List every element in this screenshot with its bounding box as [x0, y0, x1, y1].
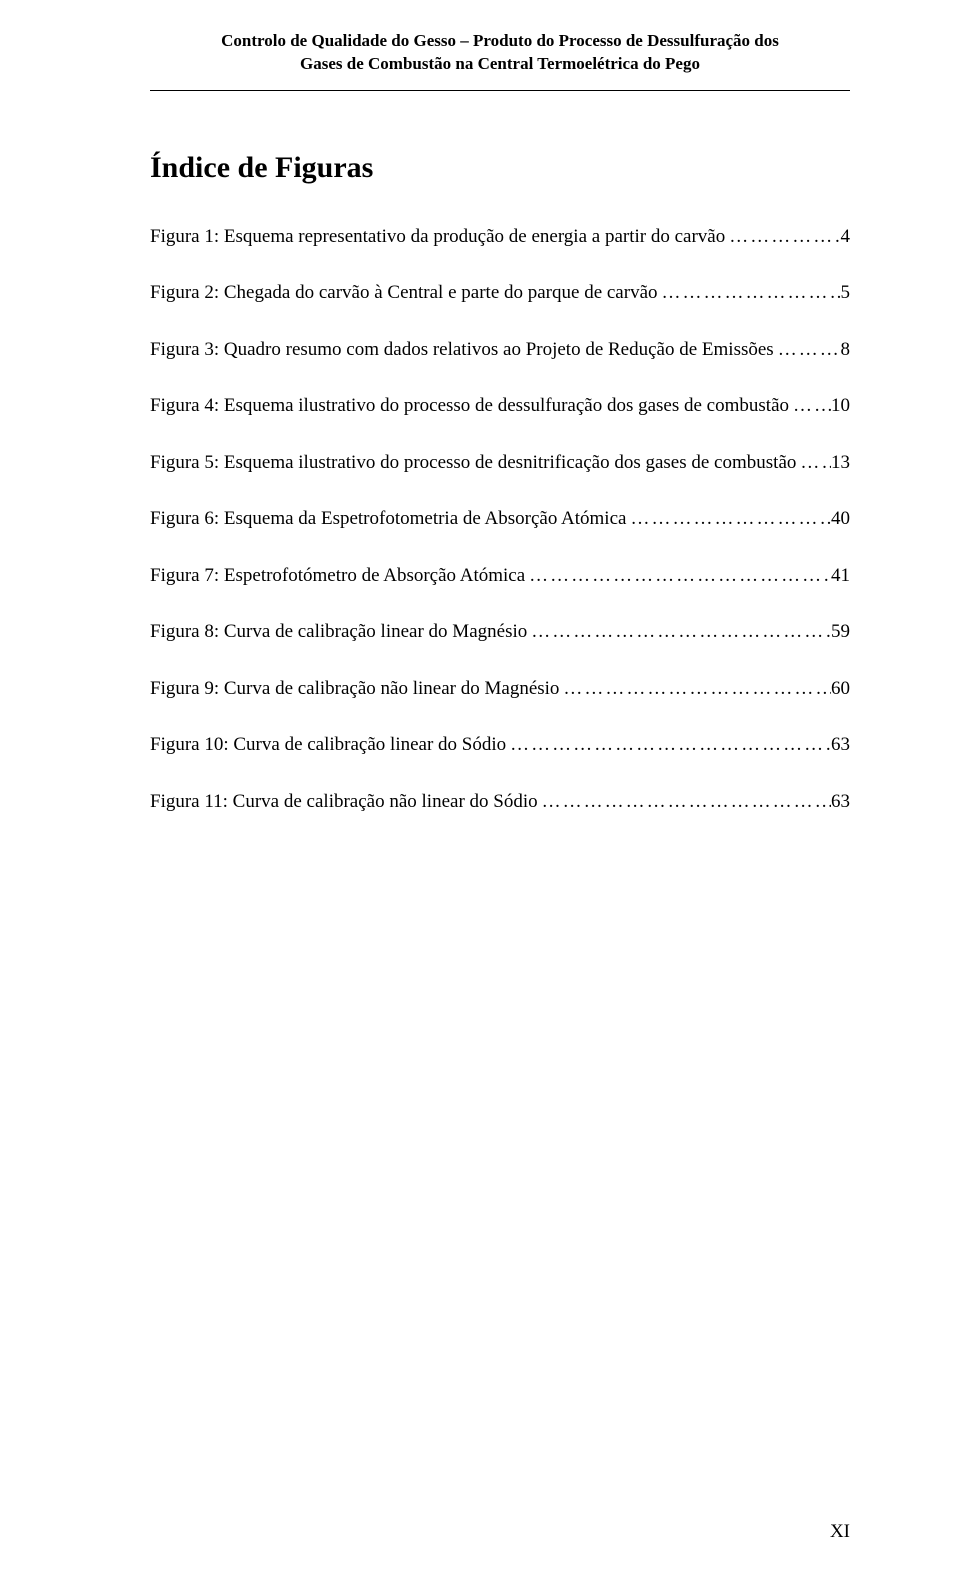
- figure-entry-page: 10: [831, 392, 850, 421]
- document-header: Controlo de Qualidade do Gesso – Produto…: [150, 30, 850, 76]
- figure-entry-page: 60: [831, 675, 850, 704]
- leader-dots: [796, 449, 831, 478]
- figure-entry-label: Figura 9: Curva de calibração não linear…: [150, 675, 559, 704]
- figure-entry: Figura 5: Esquema ilustrativo do process…: [150, 449, 850, 478]
- leader-dots: [789, 392, 831, 421]
- figure-entry: Figura 9: Curva de calibração não linear…: [150, 675, 850, 704]
- header-rule: [150, 90, 850, 91]
- figure-entry: Figura 6: Esquema da Espetrofotometria d…: [150, 505, 850, 534]
- section-title: Índice de Figuras: [150, 151, 850, 185]
- leader-dots: [725, 223, 840, 252]
- leader-dots: [525, 562, 831, 591]
- leader-dots: [538, 788, 831, 817]
- figure-entry-label: Figura 6: Esquema da Espetrofotometria d…: [150, 505, 626, 534]
- figure-entry-page: 40: [831, 505, 850, 534]
- figure-entry-page: 5: [841, 279, 851, 308]
- figure-index-list: Figura 1: Esquema representativo da prod…: [150, 223, 850, 817]
- figure-entry-label: Figura 4: Esquema ilustrativo do process…: [150, 392, 789, 421]
- leader-dots: [527, 618, 831, 647]
- figure-entry: Figura 11: Curva de calibração não linea…: [150, 788, 850, 817]
- figure-entry: Figura 4: Esquema ilustrativo do process…: [150, 392, 850, 421]
- figure-entry: Figura 2: Chegada do carvão à Central e …: [150, 279, 850, 308]
- figure-entry-label: Figura 7: Espetrofotómetro de Absorção A…: [150, 562, 525, 591]
- header-line-2: Gases de Combustão na Central Termoelétr…: [150, 53, 850, 76]
- figure-entry-page: 4: [841, 223, 851, 252]
- leader-dots: [559, 675, 831, 704]
- figure-entry-label: Figura 3: Quadro resumo com dados relati…: [150, 336, 774, 365]
- leader-dots: [506, 731, 831, 760]
- leader-dots: [774, 336, 841, 365]
- figure-entry-label: Figura 11: Curva de calibração não linea…: [150, 788, 538, 817]
- figure-entry-page: 13: [831, 449, 850, 478]
- figure-entry: Figura 1: Esquema representativo da prod…: [150, 223, 850, 252]
- figure-entry-label: Figura 1: Esquema representativo da prod…: [150, 223, 725, 252]
- figure-entry-label: Figura 10: Curva de calibração linear do…: [150, 731, 506, 760]
- figure-entry: Figura 3: Quadro resumo com dados relati…: [150, 336, 850, 365]
- leader-dots: [626, 505, 831, 534]
- figure-entry-label: Figura 2: Chegada do carvão à Central e …: [150, 279, 658, 308]
- leader-dots: [658, 279, 841, 308]
- figure-entry: Figura 8: Curva de calibração linear do …: [150, 618, 850, 647]
- page: Controlo de Qualidade do Gesso – Produto…: [0, 0, 960, 1583]
- figure-entry-label: Figura 5: Esquema ilustrativo do process…: [150, 449, 796, 478]
- page-number: XI: [830, 1521, 850, 1543]
- figure-entry: Figura 10: Curva de calibração linear do…: [150, 731, 850, 760]
- figure-entry-page: 59: [831, 618, 850, 647]
- figure-entry: Figura 7: Espetrofotómetro de Absorção A…: [150, 562, 850, 591]
- figure-entry-page: 8: [841, 336, 851, 365]
- figure-entry-page: 63: [831, 731, 850, 760]
- header-line-1: Controlo de Qualidade do Gesso – Produto…: [150, 30, 850, 53]
- figure-entry-page: 41: [831, 562, 850, 591]
- figure-entry-label: Figura 8: Curva de calibração linear do …: [150, 618, 527, 647]
- figure-entry-page: 63: [831, 788, 850, 817]
